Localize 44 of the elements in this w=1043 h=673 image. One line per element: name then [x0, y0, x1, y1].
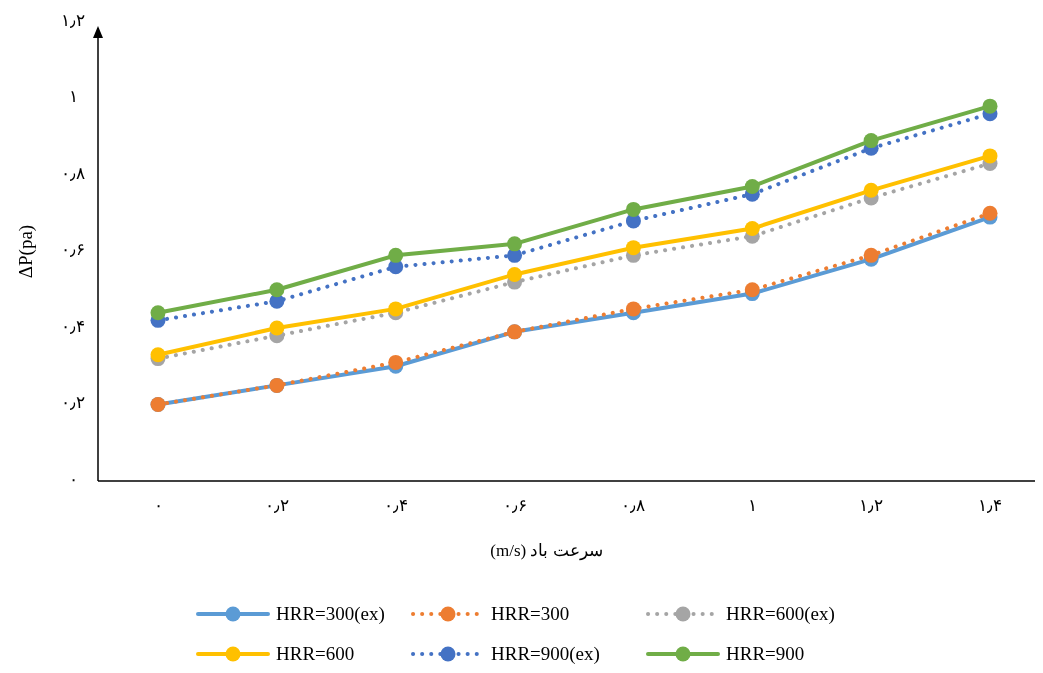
point [982, 148, 998, 164]
legend-label: HRR=600(ex) [726, 603, 835, 625]
legend-label: HRR=300(ex) [276, 603, 385, 625]
y-tick-label: ۰٫۶ [61, 240, 85, 260]
point [507, 236, 523, 252]
point [744, 178, 760, 194]
y-axis-title: ΔP(pa) [15, 224, 37, 279]
x-tick-label: ۱٫۲ [859, 496, 884, 515]
point [625, 301, 641, 317]
point [625, 201, 641, 217]
point [744, 221, 760, 237]
y-tick-label: ۰٫۴ [61, 316, 85, 336]
y-tick-label: ۱٫۲ [61, 10, 85, 30]
legend-label: HRR=600 [276, 643, 355, 664]
point [269, 320, 285, 336]
point [388, 301, 404, 317]
x-tick-label: ۰٫۲ [264, 496, 289, 515]
x-tick-label: ۱٫۴ [978, 496, 1002, 515]
legend-label: HRR=900(ex) [491, 643, 600, 665]
point [863, 247, 879, 263]
y-tick-label: ۰ [68, 469, 78, 489]
y-tick-label: ۱ [68, 87, 78, 107]
legend-label: HRR=900 [726, 643, 805, 664]
x-tick-label: ۰٫۸ [621, 496, 646, 515]
x-tick-label: ۰ [153, 496, 163, 515]
point [269, 282, 285, 298]
point [150, 347, 166, 363]
point [150, 305, 166, 321]
point [507, 266, 523, 282]
x-tick-label: ۰٫۶ [502, 496, 527, 515]
point [388, 354, 404, 370]
point [744, 282, 760, 298]
x-axis-title: سرعت باد (m/s) [490, 541, 603, 561]
point [982, 205, 998, 221]
point [863, 133, 879, 149]
point [863, 182, 879, 198]
y-tick-label: ۰٫۸ [61, 163, 85, 183]
x-tick-label: ۰٫۴ [383, 496, 408, 515]
legend-label: HRR=300 [491, 603, 570, 624]
point [388, 247, 404, 263]
point [982, 98, 998, 114]
y-tick-label: ۰٫۲ [61, 393, 85, 413]
point [625, 240, 641, 256]
x-tick-label: ۱ [747, 496, 757, 515]
